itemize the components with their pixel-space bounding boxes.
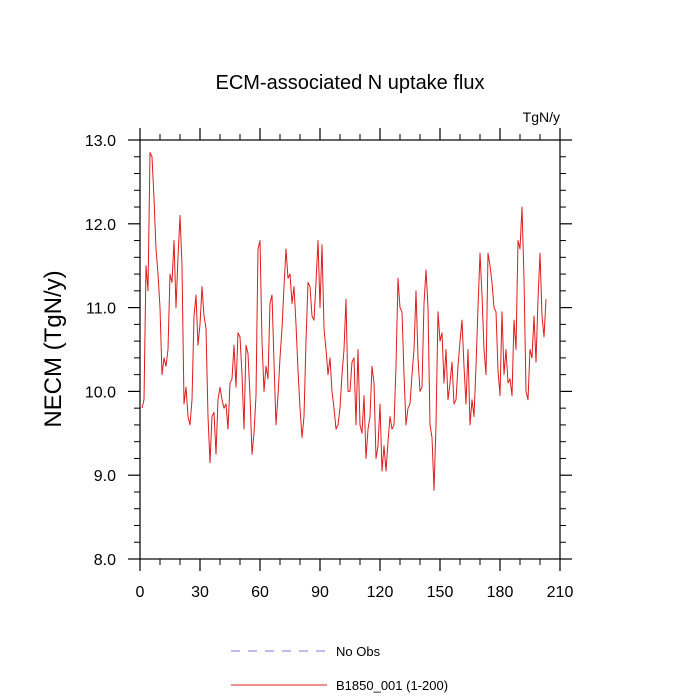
axis-ticks (128, 128, 572, 571)
x-tick-label: 60 (251, 584, 269, 601)
y-tick-label: 12.0 (85, 217, 116, 234)
y-tick-label: 11.0 (86, 301, 116, 318)
legend-label-no-obs: No Obs (336, 644, 381, 659)
plot-frame (139, 139, 561, 560)
x-tick-label: 120 (367, 584, 394, 601)
chart-title: ECM-associated N uptake flux (215, 72, 484, 94)
units-label: TgN/y (523, 109, 560, 125)
x-tick-label: 0 (136, 584, 145, 601)
x-tick-label: 210 (547, 584, 574, 601)
legend-label-b1850: B1850_001 (1-200) (336, 678, 448, 693)
tick-labels: 0 30 60 90 120 150 180 210 8.0 9.0 10.0 11.0 12.0 13.… (85, 133, 574, 601)
y-tick-label: 9.0 (94, 468, 116, 485)
y-tick-label: 13.0 (85, 133, 116, 150)
y-tick-label: 8.0 (94, 552, 116, 569)
y-tick-label: 10.0 (85, 384, 116, 401)
series-line-b1850 (141, 152, 547, 491)
legend: No Obs B1850_001 (1-200) (231, 644, 448, 693)
y-axis-label: NECM (TgN/y) (40, 270, 67, 427)
x-tick-label: 30 (191, 584, 209, 601)
x-tick-label: 180 (487, 584, 514, 601)
x-tick-label: 90 (311, 584, 329, 601)
x-tick-label: 150 (427, 584, 454, 601)
